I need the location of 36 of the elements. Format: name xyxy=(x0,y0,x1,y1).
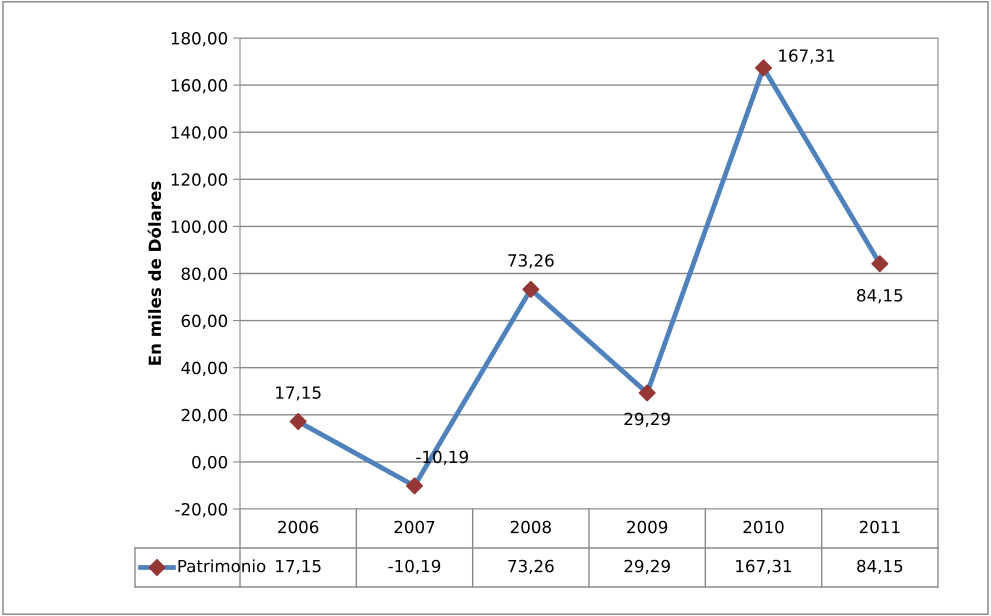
data-label: 84,15 xyxy=(857,560,902,574)
data-label: 167,31 xyxy=(736,560,792,574)
x-tick-label: 2007 xyxy=(394,520,434,534)
legend-label: Patrimonio xyxy=(178,559,266,572)
x-tick-label: 2009 xyxy=(627,520,668,534)
y-tick-label: 140,00 xyxy=(172,126,228,140)
y-tick-label: 120,00 xyxy=(172,173,228,188)
text: 17,15 xyxy=(276,386,321,401)
point xyxy=(638,384,656,402)
text: 73,26 xyxy=(508,254,554,268)
text: 84,15 xyxy=(857,289,902,304)
x-tick-label: 2008 xyxy=(510,520,551,534)
y-tick-label: 160,00 xyxy=(172,79,228,94)
point xyxy=(754,59,772,76)
point xyxy=(290,412,307,430)
y-tick-label: 0,00 xyxy=(192,456,228,470)
y-tick-label: 180,00 xyxy=(172,32,228,46)
x-tick-label: 2011 xyxy=(860,520,900,534)
y-tick-label: 80,00 xyxy=(182,267,228,282)
x-tick-label: 2010 xyxy=(744,520,784,534)
data-label: 73,26 xyxy=(508,560,554,574)
y-tick-label: -20,00 xyxy=(175,502,228,518)
text: 29,29 xyxy=(624,412,670,427)
point xyxy=(871,255,888,272)
point xyxy=(406,477,424,494)
x-tick-label: 2006 xyxy=(278,520,318,534)
y-axis-title: En miles de Dólares xyxy=(148,181,162,365)
text: 167,31 xyxy=(779,49,834,64)
data-label: 17,15 xyxy=(276,560,321,574)
y-tick-label: 40,00 xyxy=(181,362,228,376)
y-tick-label: 20,00 xyxy=(182,408,228,424)
data-label: -10,19 xyxy=(388,560,440,574)
y-tick-label: 100,00 xyxy=(172,220,228,235)
point xyxy=(522,280,540,298)
y-tick-label: 60,00 xyxy=(182,314,228,329)
data-label: 29,29 xyxy=(624,560,670,574)
